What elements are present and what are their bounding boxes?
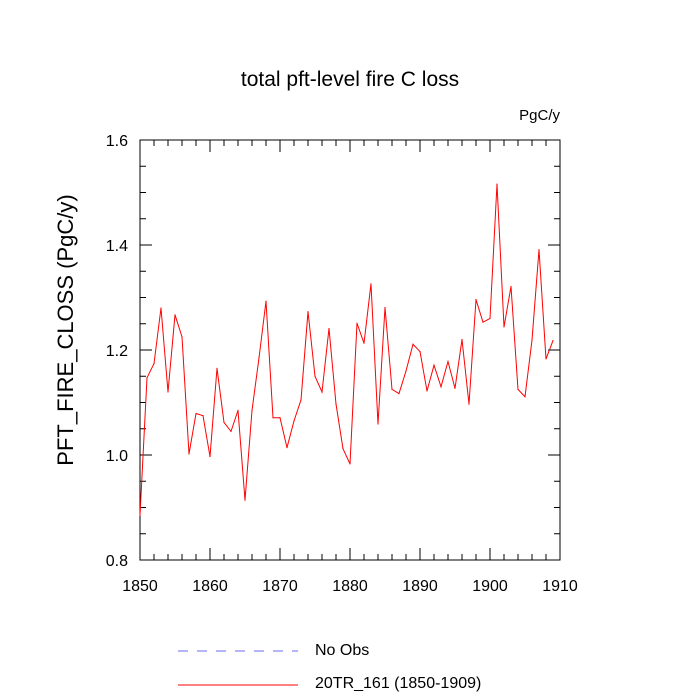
data-point	[300, 399, 302, 401]
data-point	[258, 357, 260, 359]
data-point	[475, 299, 477, 301]
y-tick-label: 0.8	[106, 553, 128, 570]
data-point	[265, 300, 267, 302]
data-point	[440, 386, 442, 388]
data-point	[244, 499, 246, 501]
data-point	[209, 455, 211, 458]
data-point	[139, 514, 141, 516]
data-point	[468, 403, 470, 405]
data-point	[188, 453, 190, 455]
y-axis-label: PFT_FIRE_CLOSS (PgC/y)	[53, 194, 78, 466]
data-point	[496, 183, 498, 185]
data-point	[279, 417, 281, 419]
data-point	[538, 249, 540, 251]
data-point	[447, 360, 449, 363]
data-point	[384, 306, 386, 309]
data-point	[167, 391, 169, 393]
y-tick-label: 1.2	[106, 343, 128, 360]
chart-title: total pft-level fire C loss	[240, 68, 460, 91]
x-tick-label: 1880	[332, 578, 368, 595]
data-point	[216, 367, 218, 369]
data-point	[433, 364, 435, 366]
data-point	[230, 430, 232, 432]
x-tick-label: 1900	[472, 578, 508, 595]
data-point	[391, 388, 393, 390]
data-point	[146, 377, 148, 379]
data-point	[412, 343, 414, 345]
data-point	[517, 388, 519, 390]
data-point	[307, 311, 309, 313]
units-label: PgC/y	[519, 107, 560, 124]
data-point	[377, 423, 379, 425]
data-point	[545, 358, 547, 360]
data-point	[461, 338, 463, 341]
data-point	[174, 314, 176, 316]
data-point	[489, 317, 491, 320]
data-point	[510, 285, 512, 288]
data-point	[335, 403, 337, 405]
data-point	[370, 283, 372, 285]
legend-label-no-obs: No Obs	[315, 642, 370, 659]
data-point	[272, 417, 274, 419]
y-tick-label: 1.4	[106, 238, 128, 255]
data-point	[531, 339, 533, 341]
data-point	[202, 415, 204, 417]
data-point	[349, 463, 351, 465]
data-point	[223, 421, 225, 424]
data-point	[342, 448, 344, 450]
y-tick-label: 1.0	[106, 448, 128, 465]
x-tick-label: 1860	[192, 578, 228, 595]
x-tick-label: 1870	[262, 578, 298, 595]
data-point	[328, 327, 330, 330]
data-point	[321, 391, 323, 393]
data-point	[293, 420, 295, 422]
series-line-20tr-161	[139, 184, 554, 516]
data-point	[426, 390, 428, 392]
data-point	[503, 326, 505, 328]
data-point	[405, 370, 407, 372]
data-point	[454, 387, 456, 389]
x-tick-label: 1890	[402, 578, 438, 595]
legend-label-20tr-161: 20TR_161 (1850-1909)	[315, 675, 482, 692]
x-tick-label: 1910	[542, 578, 578, 595]
data-point	[482, 321, 484, 323]
x-tick-label: 1850	[122, 578, 158, 595]
data-point	[524, 396, 526, 398]
y-tick-label: 1.6	[106, 133, 128, 150]
data-point	[195, 412, 197, 415]
data-point	[419, 350, 421, 353]
plot-frame	[139, 139, 561, 561]
data-point	[181, 336, 183, 338]
data-point	[286, 447, 288, 449]
data-point	[398, 392, 400, 395]
data-point	[552, 339, 554, 342]
data-point	[363, 342, 365, 344]
data-point	[237, 409, 239, 411]
data-point	[153, 363, 155, 365]
data-point	[356, 322, 358, 324]
data-point	[160, 307, 162, 309]
data-point	[314, 375, 316, 377]
data-point	[251, 409, 253, 411]
